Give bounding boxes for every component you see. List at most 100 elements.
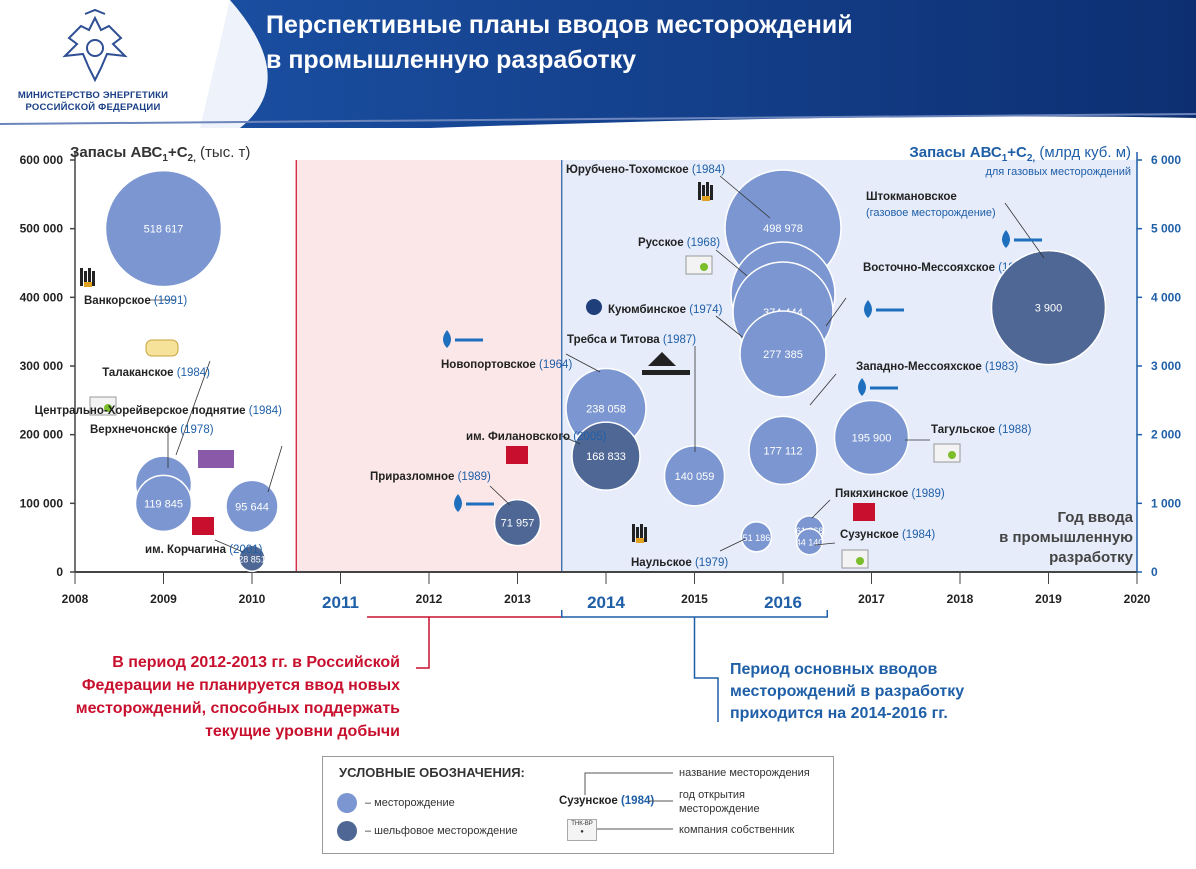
leader-line: [489, 485, 511, 506]
field-year: (1984): [177, 367, 210, 379]
left-axis-title-part: Запасы АВС: [70, 144, 163, 161]
gazprom-neft-icon: [454, 494, 462, 512]
x-tick-label: 2011: [322, 593, 359, 612]
rusvietpetro-icon: [198, 450, 234, 468]
field-name: Приразломное: [370, 471, 458, 483]
leader-line: [825, 297, 847, 327]
field-name-label: Ванкорское (1991): [84, 295, 187, 307]
rosneft-bar-icon: [92, 271, 95, 286]
field-name: Куюмбинское: [608, 304, 689, 316]
field-name-label: Тагульское (1988): [931, 424, 1032, 436]
field-year: (1964): [539, 359, 572, 371]
field-year: (1989): [458, 471, 491, 483]
x-tick-label: 2013: [504, 592, 531, 606]
legend-example-name: Сузунское: [559, 795, 618, 807]
leader-line: [809, 373, 837, 406]
field-name: Штокмановское: [866, 191, 957, 203]
lukoil-icon: [506, 446, 528, 464]
legend-annot-company: компания собственник: [679, 824, 795, 836]
red-period-bracket: [367, 610, 563, 618]
bubble: [748, 415, 818, 486]
field-name: Тагульское: [931, 424, 998, 436]
leader-line: [175, 360, 211, 456]
rosneft-bar-icon: [636, 527, 639, 542]
bubble-value-label: 195 900: [852, 432, 892, 444]
leader-line: [267, 445, 283, 493]
field-name: Ванкорское: [84, 295, 154, 307]
bubble: [833, 399, 910, 476]
field-year: (1978): [180, 424, 213, 436]
right-tick-label: 2 000: [1151, 428, 1181, 442]
right-axis-title: Запасы АВС1+С2, (млрд куб. м): [909, 144, 1131, 164]
field-name: Наульское: [631, 557, 695, 569]
bubble-value-label: 177 112: [764, 445, 803, 457]
x-axis-title-line1: Год ввода: [1058, 509, 1134, 526]
field-year: (1984): [692, 164, 725, 176]
bubble-value-label: 238 058: [586, 404, 626, 416]
bubble-value-label: 3 900: [1035, 303, 1063, 315]
x-tick-label: 2014: [587, 593, 625, 612]
bashneft-wordmark-icon: [642, 370, 690, 375]
rosneft-bar-icon: [632, 524, 635, 542]
bubble-value-label: 95 644: [235, 501, 269, 513]
right-axis-title-part: 2,: [1027, 153, 1036, 164]
ministry-name: МИНИСТЕРСТВО ЭНЕРГЕТИКИ РОССИЙСКОЙ ФЕДЕР…: [8, 90, 178, 114]
field-name: Русское: [638, 237, 687, 249]
page-title: Перспективные планы вводов месторождений…: [266, 8, 853, 78]
field-name-label: Новопортовское (1964): [441, 359, 572, 371]
field-year: (1989): [911, 488, 944, 500]
bubble-value-label: 119 845: [144, 498, 183, 510]
left-tick-label: 100 000: [20, 496, 64, 510]
field-year: (1984): [902, 529, 935, 541]
bubble: [739, 310, 827, 398]
x-tick-label: 2019: [1035, 592, 1062, 606]
left-axis-title-part: (тыс. т): [196, 144, 251, 161]
sng-icon: [145, 339, 179, 357]
rosneft-bar-icon: [80, 268, 83, 286]
legend: УСЛОВНЫЕ ОБОЗНАЧЕНИЯ: – месторождение – …: [322, 756, 834, 854]
field-name-label: им. Корчагина (2001): [145, 544, 263, 556]
field-year: (2001): [229, 544, 262, 556]
bubble-value-label: 28 851: [238, 554, 266, 564]
field-year: (2005): [573, 431, 606, 443]
tnk-bp-dot-icon: [104, 404, 112, 412]
field-year: (1968): [687, 237, 720, 249]
bubble-value-label: 71 957: [501, 518, 535, 530]
field-name-label: Юрубчено-Тохомское (1984): [566, 164, 725, 176]
field-name: Центрально-Хорейверское поднятие: [35, 405, 249, 417]
field-name-label: Западно-Мессояхское (1983): [856, 361, 1018, 373]
gazprom-icon: [1002, 230, 1010, 248]
field-name-note: (газовое месторождение): [866, 207, 996, 219]
field-name: Сузунское: [840, 529, 902, 541]
field-name: Восточно-Мессояхское: [863, 262, 998, 274]
field-name-label: им. Филановского (2005): [466, 431, 607, 443]
x-tick-label: 2008: [62, 592, 89, 606]
field-name: Юрубчено-Тохомское: [566, 164, 692, 176]
bubble: [104, 169, 223, 288]
right-tick-label: 4 000: [1151, 290, 1181, 304]
legend-annot-year-2: месторождение: [679, 803, 760, 815]
leader-line: [565, 353, 601, 373]
bubble: [571, 421, 641, 491]
x-tick-label: 2012: [416, 592, 443, 606]
field-year: (1984): [249, 405, 282, 417]
bubble: [238, 544, 266, 573]
lukoil-oil-icon: [636, 538, 644, 543]
left-axis-title: Запасы АВС1+С2, (тыс. т): [70, 144, 250, 164]
left-axis-title-part: 1: [162, 153, 168, 164]
field-dot-icon: [337, 793, 357, 813]
ministry-line-2: РОССИЙСКОЙ ФЕДЕРАЦИИ: [25, 102, 161, 113]
left-tick-label: 500 000: [20, 222, 64, 236]
bubble-value-label: 51 186: [743, 533, 771, 543]
rosneft-bar-icon: [710, 185, 713, 200]
rosneft-icon: [702, 196, 710, 201]
left-tick-label: 400 000: [20, 290, 64, 304]
legend-annot-name: название месторождения: [679, 767, 810, 779]
field-year: (1983): [985, 361, 1018, 373]
field-name: им. Корчагина: [145, 544, 229, 556]
bashneft-icon: [648, 352, 676, 366]
field-name-label: Сузунское (1984): [840, 529, 935, 541]
legend-example-year: (1984): [620, 795, 655, 807]
ministry-line-1: МИНИСТЕРСТВО ЭНЕРГЕТИКИ: [17, 90, 169, 101]
